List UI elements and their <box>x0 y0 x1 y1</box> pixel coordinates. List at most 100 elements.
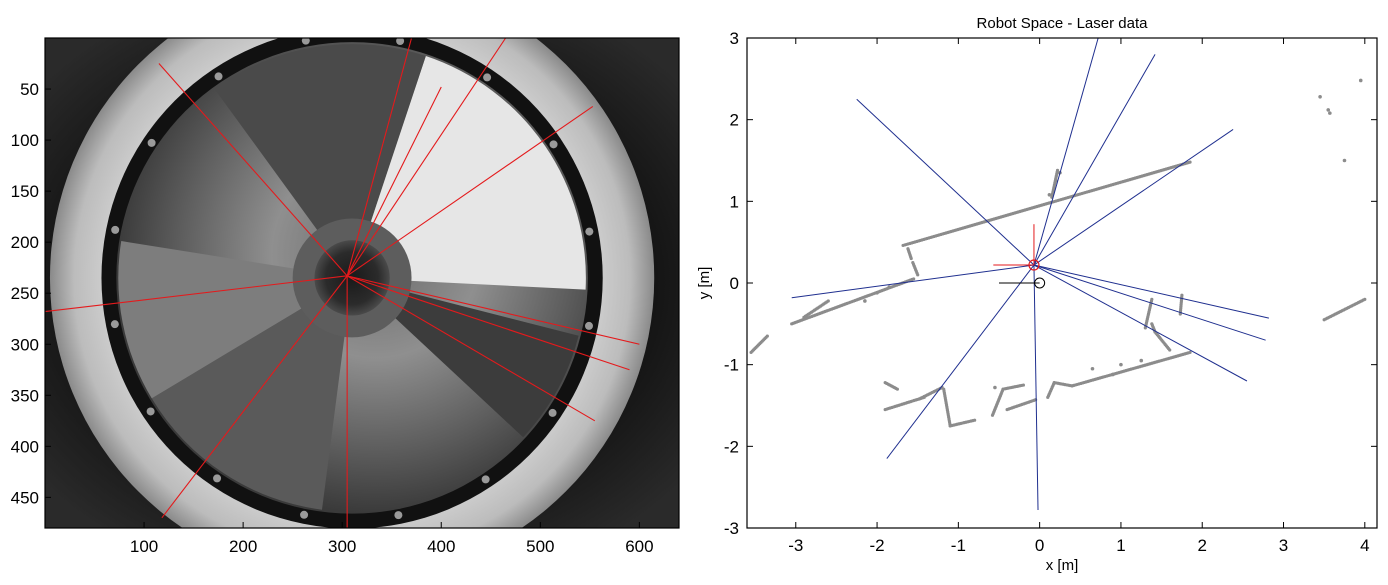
laser-point <box>993 385 997 390</box>
x-tick-label: 300 <box>328 537 356 556</box>
x-tick-label: -3 <box>788 536 803 555</box>
x-axis-label: x [m] <box>1046 557 1079 574</box>
laser-point <box>916 273 920 277</box>
mirror-shadow-region <box>391 291 579 438</box>
camera-image-panel: 100 200 300 400 500 600 50 100 150 200 250 300 350 4… <box>11 37 680 556</box>
image-ray <box>346 86 442 277</box>
image-ray <box>346 105 594 277</box>
laser-point <box>887 285 892 289</box>
laser-point <box>826 299 830 303</box>
omnidirectional-image <box>45 38 679 528</box>
laser-points <box>749 78 1367 428</box>
mirror-screw-dot <box>549 140 558 149</box>
laser-point <box>1055 168 1060 172</box>
laser-ray <box>1033 37 1099 266</box>
mirror-screw-dot <box>213 474 222 483</box>
x-tick-label: -2 <box>870 536 885 555</box>
image-ray <box>346 38 507 277</box>
laser-point <box>912 277 916 281</box>
laser-rays <box>791 37 1269 511</box>
mirror-wall-region <box>118 241 306 399</box>
mirror-screw-dot <box>147 138 156 147</box>
laser-point <box>875 291 879 295</box>
mirror-screw-dot <box>300 510 309 519</box>
y-tick-label: 200 <box>11 233 39 252</box>
image-y-ticks: 50 100 150 200 250 300 350 400 450 <box>11 80 51 507</box>
laser-ray <box>1033 264 1269 319</box>
laser-point <box>863 299 867 303</box>
mirror-screw-dot <box>548 408 557 417</box>
laser-ray <box>791 264 1035 299</box>
robot-position-marker <box>1034 277 1046 289</box>
x-tick-label: 400 <box>427 537 455 556</box>
laser-point <box>1180 293 1184 297</box>
mirror-screw-dot <box>396 38 405 46</box>
image-ray <box>346 275 596 422</box>
y-tick-label: 50 <box>20 80 39 99</box>
laser-plot-panel: Robot Space - Laser data -3 -2 -1 0 1 2 3 4 -3-… <box>696 15 1378 574</box>
mirror-screw-dot <box>481 475 490 484</box>
mirror-screw-dot <box>214 72 223 81</box>
laser-point <box>1188 350 1192 355</box>
image-ray <box>346 38 413 276</box>
y-tick-label: 100 <box>11 131 39 150</box>
x-tick-label: 500 <box>526 537 554 556</box>
laser-point <box>1054 179 1058 183</box>
laser-point <box>1188 160 1192 164</box>
mirror-dark-region <box>214 44 426 234</box>
laser-point <box>1326 108 1331 112</box>
y-tick-label: 350 <box>11 386 39 405</box>
mirror-screw-dot <box>584 321 593 330</box>
x-tick-label: 2 <box>1197 536 1206 555</box>
laser-ray <box>1033 54 1156 266</box>
laser-point <box>1168 348 1172 352</box>
laser-point <box>895 387 899 391</box>
laser-point <box>1090 366 1095 371</box>
laser-point <box>1358 78 1363 83</box>
y-tick-label: -3 <box>724 519 739 538</box>
laser-ray <box>886 264 1035 459</box>
x-tick-label: 600 <box>625 537 653 556</box>
y-tick-label: -1 <box>724 356 739 375</box>
mirror-floor-region <box>151 305 346 510</box>
laser-point <box>1150 322 1154 326</box>
robot-markers <box>993 224 1046 289</box>
laser-point <box>909 256 913 261</box>
y-tick-label: -2 <box>724 437 739 456</box>
image-ray <box>158 63 348 277</box>
x-tick-label: 3 <box>1279 536 1288 555</box>
laser-point <box>1328 111 1332 115</box>
laser-ray <box>1033 264 1248 382</box>
image-ray <box>346 275 630 371</box>
mirror-bright-region <box>369 56 586 290</box>
laser-point <box>1021 383 1025 387</box>
y-tick-label: 400 <box>11 437 39 456</box>
mirror-screw-dot <box>483 73 492 82</box>
image-axes-frame <box>44 37 680 529</box>
y-tick-label: 450 <box>11 488 39 507</box>
laser-ray <box>856 98 1035 266</box>
image-ray <box>161 275 348 519</box>
plot-axes-frame <box>746 37 1378 529</box>
laser-point <box>1047 193 1052 197</box>
laser-point <box>973 418 977 422</box>
mirror-screw-dot <box>301 38 310 45</box>
x-tick-label: 200 <box>229 537 257 556</box>
mirror-screw-dot <box>111 225 120 234</box>
x-tick-label: 0 <box>1035 536 1044 555</box>
laser-point <box>1119 362 1123 367</box>
plot-y-ticks: -3 -2 -1 0 1 2 3 <box>724 29 1377 538</box>
x-tick-label: 1 <box>1116 536 1125 555</box>
mirror-screw-dot <box>394 511 403 520</box>
y-axis-label: y [m] <box>696 267 713 300</box>
mirror-screw-dot <box>110 320 119 329</box>
laser-ray <box>1033 265 1039 511</box>
image-rays <box>45 38 640 528</box>
mirror-screw-dot <box>585 227 594 236</box>
image-ray <box>45 275 348 313</box>
y-tick-label: 2 <box>730 111 739 130</box>
laser-point <box>922 395 926 399</box>
chart-title: Robot Space - Laser data <box>977 15 1149 32</box>
laser-point <box>765 334 769 338</box>
